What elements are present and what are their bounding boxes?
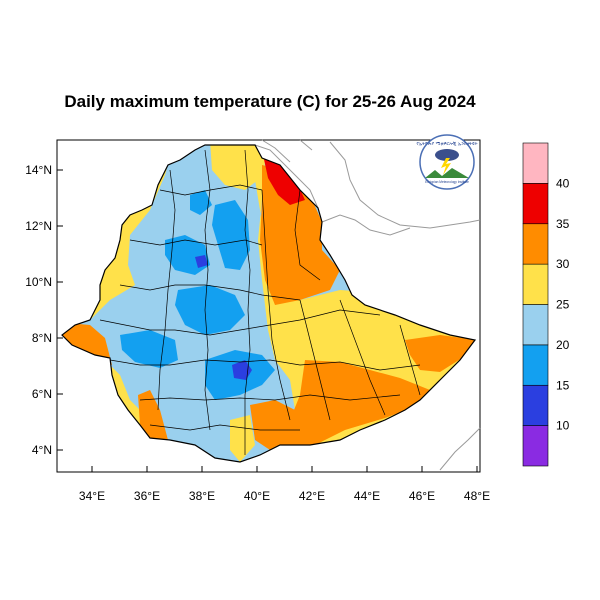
x-tick-label: 36°E bbox=[134, 489, 160, 503]
x-tick-label: 42°E bbox=[299, 489, 325, 503]
y-tick-label: 10°N bbox=[25, 275, 52, 289]
x-tick-label: 34°E bbox=[79, 489, 105, 503]
logo-lightning-icon bbox=[441, 158, 451, 175]
x-tick-label: 44°E bbox=[354, 489, 380, 503]
y-tick-label: 6°N bbox=[32, 387, 52, 401]
x-tick-label: 38°E bbox=[189, 489, 215, 503]
map-title: Daily maximum temperature (C) for 25-26 … bbox=[64, 92, 476, 111]
field-hot-easttip bbox=[405, 335, 475, 372]
colorbar-swatch bbox=[522, 425, 549, 467]
field-hot-afar bbox=[260, 165, 340, 305]
field-warm-north bbox=[210, 145, 262, 190]
x-axis: 34°E 36°E 38°E 40°E 42°E 44°E 46°E 48°E bbox=[79, 466, 490, 503]
colorbar-swatch bbox=[522, 384, 549, 426]
field-cool-highlands-north bbox=[212, 200, 250, 270]
y-tick-label: 8°N bbox=[32, 331, 52, 345]
colorbar-swatch bbox=[522, 183, 549, 225]
logo-landscape-icon bbox=[425, 168, 469, 178]
field-cool-highlands-northwest bbox=[190, 190, 212, 215]
ethiopia-outline bbox=[61, 144, 477, 463]
field-hot-west bbox=[62, 322, 112, 365]
colorbar: 10 15 20 25 30 35 40 bbox=[522, 142, 570, 467]
colorbar-swatch bbox=[522, 263, 549, 305]
field-cool-highlands-center bbox=[175, 285, 245, 335]
colorbar-swatch bbox=[522, 344, 549, 386]
x-tick-label: 40°E bbox=[244, 489, 270, 503]
y-tick-label: 14°N bbox=[25, 163, 52, 177]
colorbar-label: 10 bbox=[556, 419, 570, 433]
field-cold-spot-2 bbox=[195, 255, 208, 268]
x-tick-label: 46°E bbox=[409, 489, 435, 503]
colorbar-label: 15 bbox=[556, 378, 570, 392]
colorbar-label: 35 bbox=[556, 217, 570, 231]
colorbar-swatch bbox=[522, 142, 549, 184]
logo-text-top: የኢትዮጵያ ሚቲዎሮሎጂ ኢንስቲትዩት bbox=[416, 142, 477, 147]
y-axis: 14°N 12°N 10°N 8°N 6°N 4°N bbox=[25, 163, 63, 457]
colorbar-label: 25 bbox=[556, 298, 570, 312]
colorbar-label: 40 bbox=[556, 176, 570, 190]
logo-text-bottom: Ethiopian Meteorology Institute bbox=[425, 180, 469, 184]
y-tick-label: 12°N bbox=[25, 219, 52, 233]
x-tick-label: 48°E bbox=[464, 489, 490, 503]
colorbar-label: 20 bbox=[556, 338, 570, 352]
colorbar-swatch bbox=[522, 223, 549, 265]
colorbar-label: 30 bbox=[556, 257, 570, 271]
neighbor-borders bbox=[254, 139, 481, 471]
y-tick-label: 4°N bbox=[32, 443, 52, 457]
field-hot-southwest bbox=[138, 390, 168, 440]
emi-logo: የኢትዮጵያ ሚቲዎሮሎጂ ኢንስቲትዩት Ethiopian Meteorol… bbox=[416, 134, 478, 190]
colorbar-swatch bbox=[522, 304, 549, 346]
field-hot-south bbox=[250, 400, 298, 450]
region-boundaries bbox=[99, 149, 421, 455]
logo-cloud-icon bbox=[435, 149, 459, 161]
field-hot-southeast bbox=[290, 360, 430, 445]
field-veryhot-danakil bbox=[262, 150, 305, 205]
